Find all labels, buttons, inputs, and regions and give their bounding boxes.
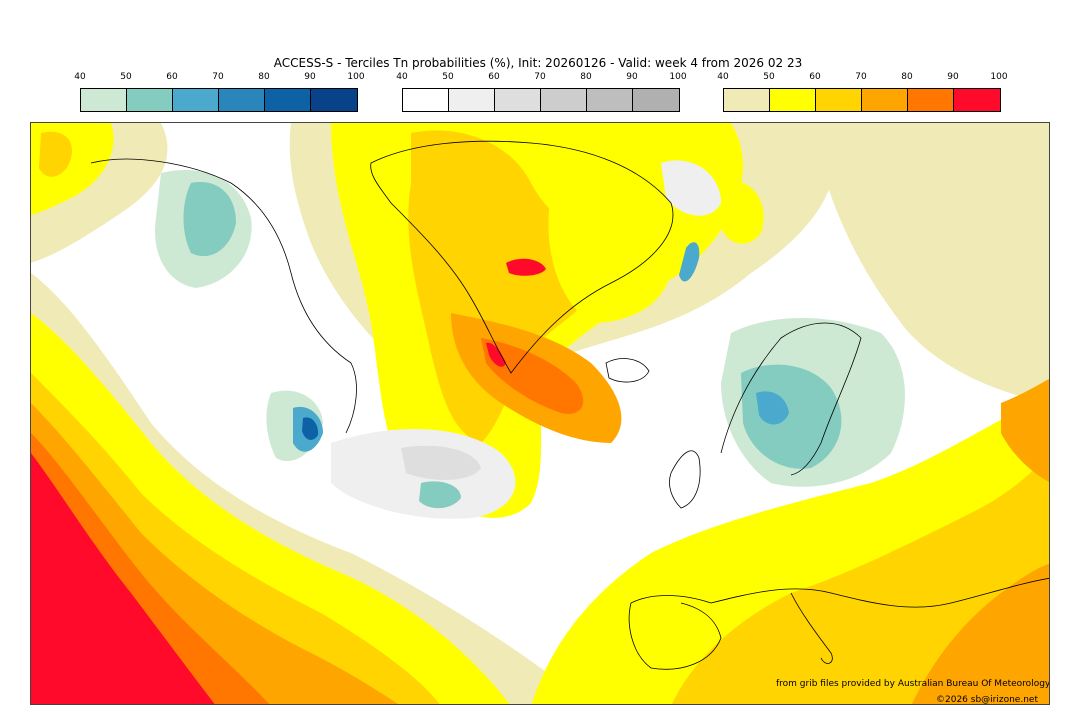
warm-region-eastmed-orange xyxy=(911,563,1049,704)
legend-tick: 70 xyxy=(212,72,224,82)
coastline-britain xyxy=(669,450,701,509)
legend-swatch xyxy=(724,89,770,111)
legend-swatch xyxy=(403,89,449,111)
coastline-italy xyxy=(790,592,833,664)
neutral-region-arctic xyxy=(661,160,721,216)
legend-swatch xyxy=(587,89,633,111)
source-credit: from grib files provided by Australian B… xyxy=(776,679,1050,689)
coastline-iceland xyxy=(605,358,650,383)
legend-tick: 100 xyxy=(990,72,1008,82)
copyright-credit: ©2026 sb@irizone.net xyxy=(936,695,1038,705)
legend-tick: 100 xyxy=(347,72,365,82)
legend-near-normal xyxy=(402,88,680,112)
warm-region-siberia-pale xyxy=(811,123,1049,403)
coastline-europe-south xyxy=(630,577,1049,608)
coastline-canada-arctic xyxy=(90,158,357,434)
legend-swatch xyxy=(311,89,357,111)
legend-swatch xyxy=(449,89,495,111)
legend-swatch xyxy=(954,89,1000,111)
legend-tick: 40 xyxy=(74,72,86,82)
coastlines xyxy=(90,140,1049,670)
coastline-scandinavia xyxy=(720,322,862,476)
cold-region-canada-core xyxy=(183,182,236,257)
legend-tick: 70 xyxy=(534,72,546,82)
legend-tick: 60 xyxy=(488,72,500,82)
legend-tick: 50 xyxy=(442,72,454,82)
legend-tick: 80 xyxy=(258,72,270,82)
legend-tick: 90 xyxy=(626,72,638,82)
legend-swatch xyxy=(816,89,862,111)
cold-region-atlantic-deep xyxy=(302,417,319,440)
warm-region-greenland-interior xyxy=(548,191,671,323)
legend-tick: 90 xyxy=(947,72,959,82)
legend-tick: 80 xyxy=(580,72,592,82)
coastline-greenland xyxy=(370,140,674,374)
legend-below-normal xyxy=(80,88,358,112)
map-title: ACCESS-S - Terciles Tn probabilities (%)… xyxy=(273,56,803,70)
coastline-iberia xyxy=(628,602,722,670)
legend-tick: 50 xyxy=(763,72,775,82)
legend-swatch xyxy=(908,89,954,111)
warm-region-barents-yellow xyxy=(719,181,764,244)
legend-swatch xyxy=(265,89,311,111)
legend-tick: 70 xyxy=(855,72,867,82)
legend-tick: 80 xyxy=(901,72,913,82)
legend-swatch xyxy=(127,89,173,111)
warm-region-southwest-red xyxy=(31,453,215,704)
legend-swatch xyxy=(770,89,816,111)
cold-region-scandinavia-deep xyxy=(756,391,789,425)
legend-swatch xyxy=(541,89,587,111)
legend-below-ticks: 40 50 60 70 80 90 100 xyxy=(74,72,364,84)
legend-tick: 50 xyxy=(120,72,132,82)
legend-tick: 100 xyxy=(669,72,687,82)
legend-tick: 40 xyxy=(396,72,408,82)
legend-tick: 60 xyxy=(809,72,821,82)
legend-tick: 60 xyxy=(166,72,178,82)
warm-region-greenland-red-south xyxy=(486,342,506,367)
legend-above-ticks: 40 50 60 70 80 90 100 xyxy=(717,72,1007,84)
cold-region-svalbard xyxy=(679,242,700,282)
legend-swatch xyxy=(633,89,679,111)
legend-swatch xyxy=(219,89,265,111)
probability-map: from grib files provided by Australian B… xyxy=(30,122,1050,705)
map-canvas: from grib files provided by Australian B… xyxy=(31,123,1050,705)
legend-tick: 90 xyxy=(304,72,316,82)
warm-region-greenland-red-east xyxy=(506,258,546,276)
legend-swatch xyxy=(81,89,127,111)
legend-swatch xyxy=(495,89,541,111)
warm-region-iceland-dark-orange xyxy=(481,338,584,414)
legend-tick: 40 xyxy=(717,72,729,82)
warm-region-alaska-gold xyxy=(39,131,72,177)
legend-near-ticks: 40 50 60 70 80 90 100 xyxy=(396,72,686,84)
cold-region-azores xyxy=(419,481,461,509)
warm-region-greenland-gold xyxy=(408,130,601,443)
warm-region-russia-orange xyxy=(1001,379,1049,482)
legend-swatch xyxy=(862,89,908,111)
legend-above-normal xyxy=(723,88,1001,112)
legend-swatch xyxy=(173,89,219,111)
cold-region-scandinavia-core xyxy=(741,364,842,469)
neutral-region-atlantic-darker xyxy=(401,445,481,480)
